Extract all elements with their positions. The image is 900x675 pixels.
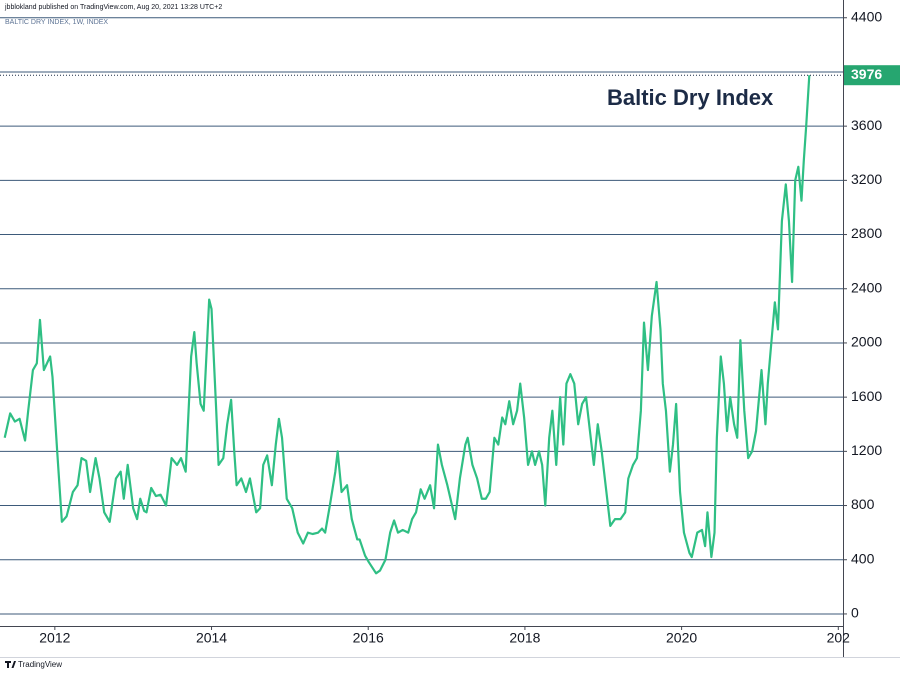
y-tick-label: 400 (851, 550, 875, 566)
x-tick-label: 2014 (196, 630, 227, 646)
y-tick-label: 2800 (851, 225, 882, 241)
logo-icon (5, 661, 16, 668)
x-tick-label: 2020 (666, 630, 697, 646)
x-tick-label: 2012 (39, 630, 70, 646)
last-value-label: 3976 (851, 66, 882, 82)
y-tick-label: 2400 (851, 279, 882, 295)
symbol-legend: BALTIC DRY INDEX, 1W, INDEX (5, 19, 108, 26)
y-tick-label: 1600 (851, 388, 882, 404)
tv-logo: TradingView (5, 660, 62, 669)
x-tick-label: 2018 (509, 630, 540, 646)
footer-brand: TradingView (18, 660, 62, 669)
publisher-note: jbblokland published on TradingView.com,… (4, 4, 222, 11)
y-tick-label: 800 (851, 496, 875, 512)
x-tick-label: 202 (827, 630, 851, 646)
last-value-badge (844, 65, 900, 86)
y-tick-label: 0 (851, 605, 859, 621)
y-tick-label: 2000 (851, 334, 882, 350)
y-tick-label: 1200 (851, 442, 882, 458)
x-tick-label: 2016 (353, 630, 384, 646)
grid (0, 17, 843, 615)
data-line (3, 75, 811, 575)
y-tick-label: 3200 (851, 171, 882, 187)
y-tick-label: 3600 (851, 117, 882, 133)
chart-title: Baltic Dry Index (607, 85, 774, 110)
y-tick-label: 4400 (851, 8, 882, 24)
